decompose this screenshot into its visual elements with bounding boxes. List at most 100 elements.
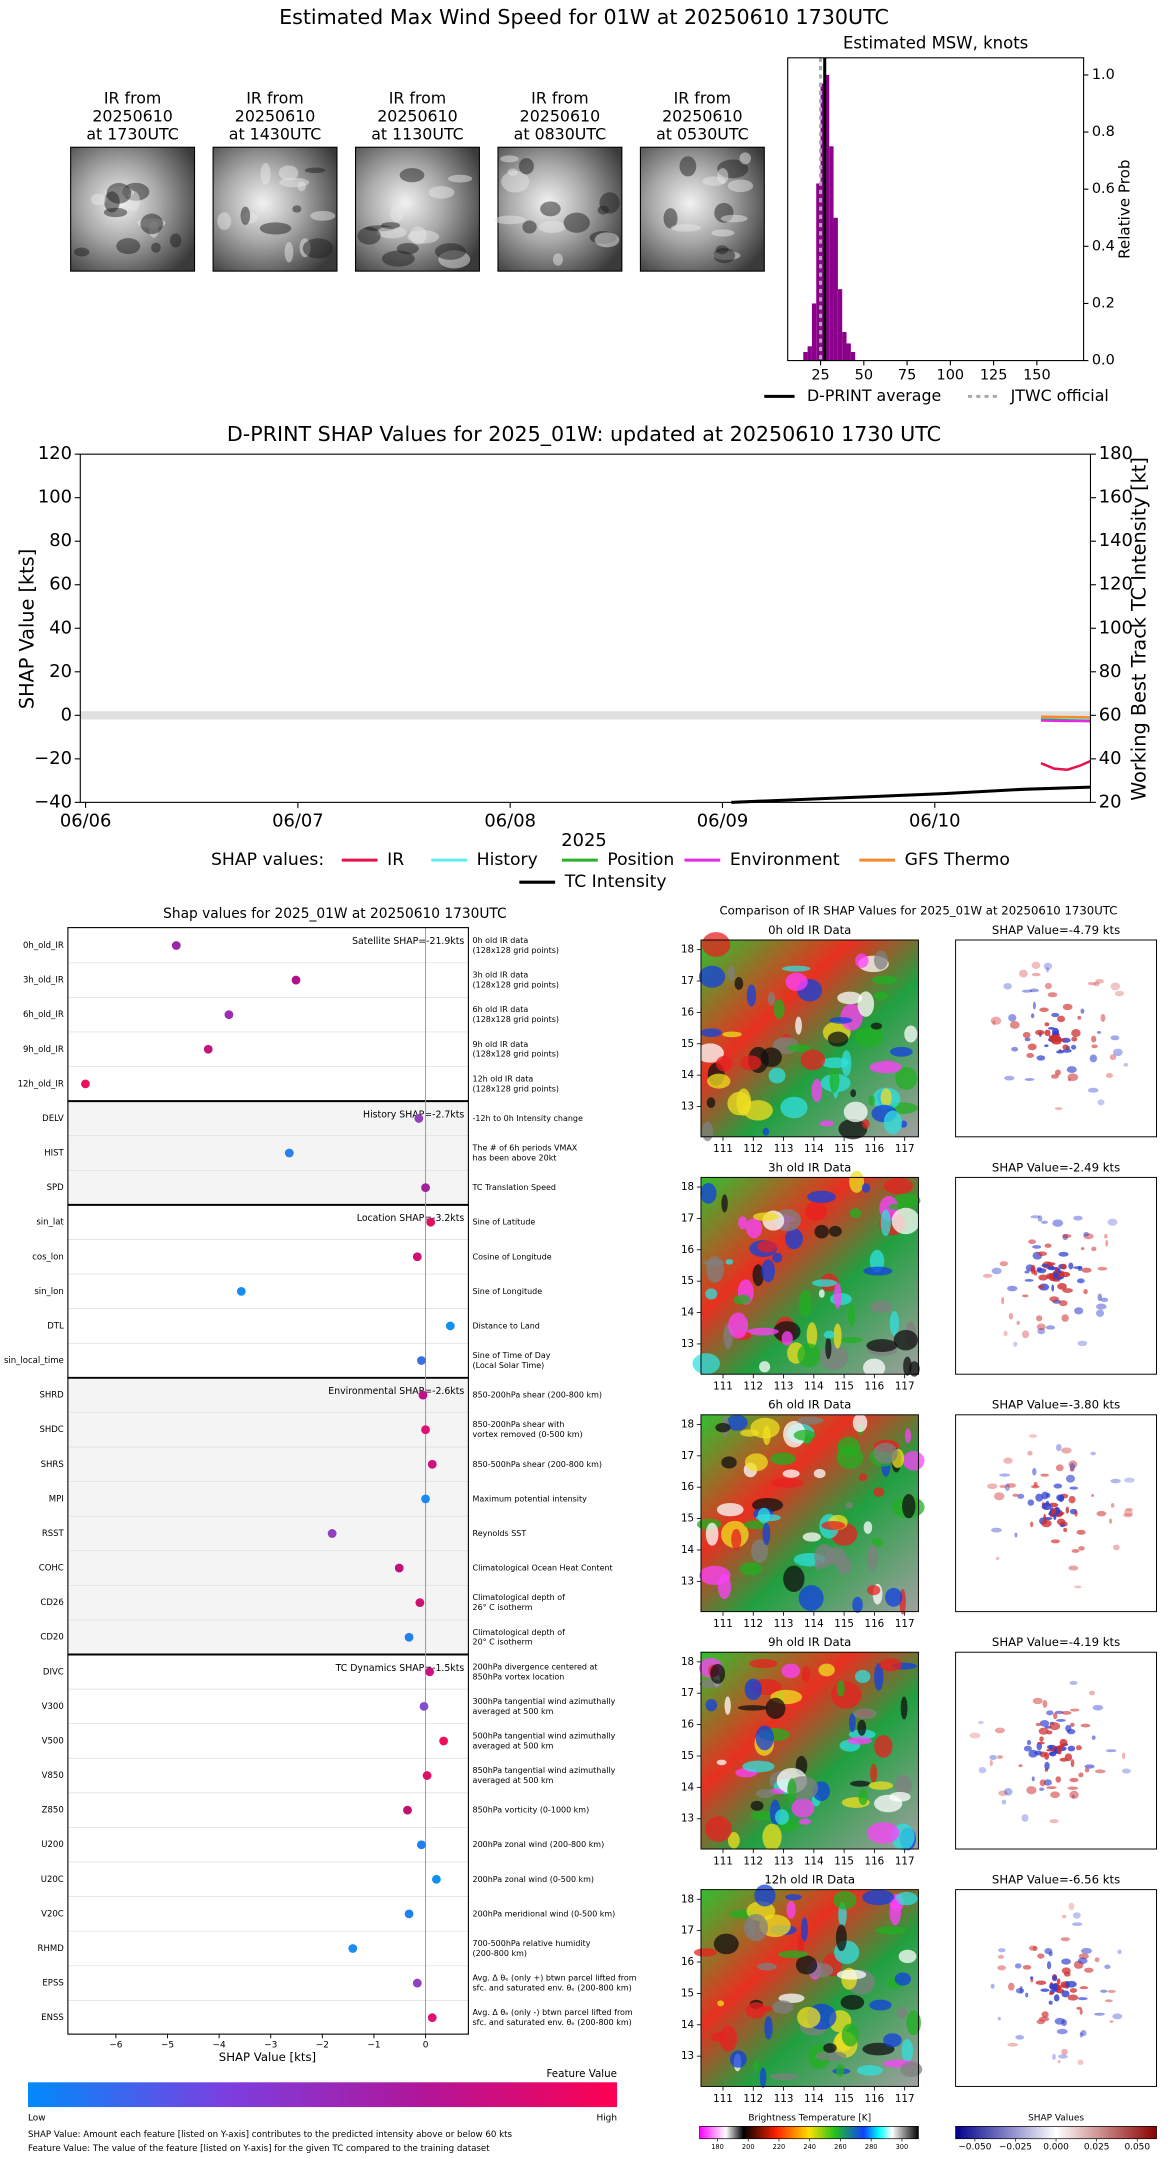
ir-texture — [767, 991, 776, 1006]
ir-texture — [862, 1889, 895, 1906]
lat-tick-label: 14 — [681, 2019, 694, 2031]
lon-tick-label: 117 — [895, 1381, 915, 1393]
ir-texture — [801, 1916, 808, 1942]
ir-texture — [357, 227, 381, 245]
feature-name: V20C — [41, 1909, 64, 1919]
shap-texture — [1083, 1231, 1089, 1237]
ir-texture — [284, 241, 294, 263]
ir-texture — [896, 2006, 908, 2019]
ir-texture — [716, 1759, 727, 1766]
ir-texture — [883, 2033, 902, 2048]
ir-texture — [217, 212, 232, 230]
shap-texture — [1037, 1215, 1043, 1222]
shap-texture — [1046, 1262, 1056, 1266]
shap-texture — [1001, 1296, 1005, 1305]
shap-texture — [1061, 1314, 1069, 1322]
shap-texture — [1024, 1270, 1030, 1274]
shap-texture — [1053, 1712, 1058, 1720]
colorbar-tick-label: 300 — [896, 2143, 909, 2151]
shap-texture — [1069, 1467, 1075, 1472]
lon-tick-label: 114 — [804, 1618, 824, 1630]
ir-texture — [833, 1890, 857, 1910]
shap-texture — [1100, 1013, 1106, 1022]
shap-texture — [1070, 1044, 1077, 1050]
ir-texture — [906, 2010, 921, 2036]
ir-texture — [729, 2050, 747, 2068]
shap-texture — [1003, 983, 1012, 990]
x-tick-label: −3 — [264, 2041, 277, 2051]
ir-texture — [883, 1110, 903, 1135]
ir-texture — [743, 1913, 769, 1942]
ir-texture — [705, 1288, 718, 1300]
ir-texture — [873, 950, 888, 970]
ir-texture — [501, 170, 530, 193]
ir-texture — [812, 1279, 838, 1287]
panel-title: 3h old IR Data — [768, 1160, 851, 1174]
y2-tick-label: 180 — [1099, 443, 1133, 464]
ir-texture — [770, 1452, 796, 1465]
shap-texture — [1083, 1288, 1088, 1295]
ir-texture — [737, 1705, 768, 1711]
lon-tick-label: 114 — [804, 2093, 824, 2105]
ir-caption: 20250610 — [235, 106, 315, 125]
shap-texture — [1028, 1239, 1036, 1245]
shap-texture — [1091, 1035, 1097, 1043]
shap-texture — [1049, 1819, 1059, 1824]
shap-texture — [1109, 1054, 1117, 1061]
ir-texture — [875, 1926, 907, 1935]
feature-description: 850-200hPa shear with — [473, 1420, 565, 1429]
shap-texture — [1077, 1997, 1088, 2001]
shap-texture — [1004, 1075, 1015, 1081]
shap-texture — [1044, 1044, 1049, 1048]
shap-texture — [1100, 1989, 1108, 1993]
ir-texture — [900, 1696, 908, 1720]
ir-caption: at 1430UTC — [229, 124, 322, 143]
shap-texture — [1091, 1246, 1097, 1252]
legend-label: TC Intensity — [564, 872, 667, 892]
shap-texture — [1056, 1745, 1062, 1753]
bar — [837, 289, 843, 361]
shap-dot — [284, 1148, 294, 1158]
shap-texture — [1110, 982, 1121, 991]
colorbar-label: Feature Value — [546, 2068, 617, 2080]
ir-texture — [902, 1451, 925, 1471]
shap-texture — [1055, 1718, 1066, 1722]
shap-texture — [1032, 1697, 1043, 1705]
ir-texture — [806, 1322, 818, 1348]
ir-texture — [847, 1736, 873, 1745]
bt-colorbar — [699, 2126, 919, 2140]
shap-texture — [1069, 1486, 1079, 1490]
lat-tick-label: 18 — [681, 1656, 694, 1668]
ir-texture — [728, 1312, 749, 1339]
shap-texture — [1044, 1022, 1050, 1027]
ir-texture — [727, 179, 754, 193]
ir-texture — [869, 1249, 885, 1273]
shap-texture — [1112, 1544, 1120, 1551]
colorbar-tick-label: 0.025 — [1084, 2142, 1110, 2152]
legend-label: Environment — [730, 850, 840, 870]
feature-description: 20° C isotherm — [473, 1638, 533, 1647]
shap-texture — [987, 1483, 998, 1490]
shap-texture — [1022, 1031, 1031, 1039]
shap-texture — [1056, 1443, 1062, 1452]
shap-texture — [1052, 1975, 1058, 1982]
shap-dot — [417, 1840, 426, 1850]
ir-texture — [858, 1788, 868, 1806]
shap-dot — [421, 1183, 430, 1193]
ir-texture — [849, 1713, 856, 1733]
ir-texture — [848, 1303, 855, 1327]
ir-texture — [727, 965, 735, 982]
ir-texture — [742, 1760, 775, 1773]
ir-texture — [759, 1361, 771, 1373]
ir-texture — [775, 1809, 789, 1825]
lat-tick-label: 14 — [681, 1069, 694, 1081]
ir-texture — [857, 1719, 867, 1736]
feature-description: (200-800 km) — [473, 1949, 527, 1958]
y-axis-label: Relative Prob — [1115, 159, 1133, 258]
shap-texture — [1030, 1521, 1034, 1528]
shap-texture — [1032, 1467, 1037, 1476]
shap-texture — [1089, 1054, 1098, 1063]
shap-texture — [1081, 1947, 1092, 1955]
shap-texture — [1100, 1297, 1109, 1302]
shap-texture — [992, 1020, 996, 1026]
